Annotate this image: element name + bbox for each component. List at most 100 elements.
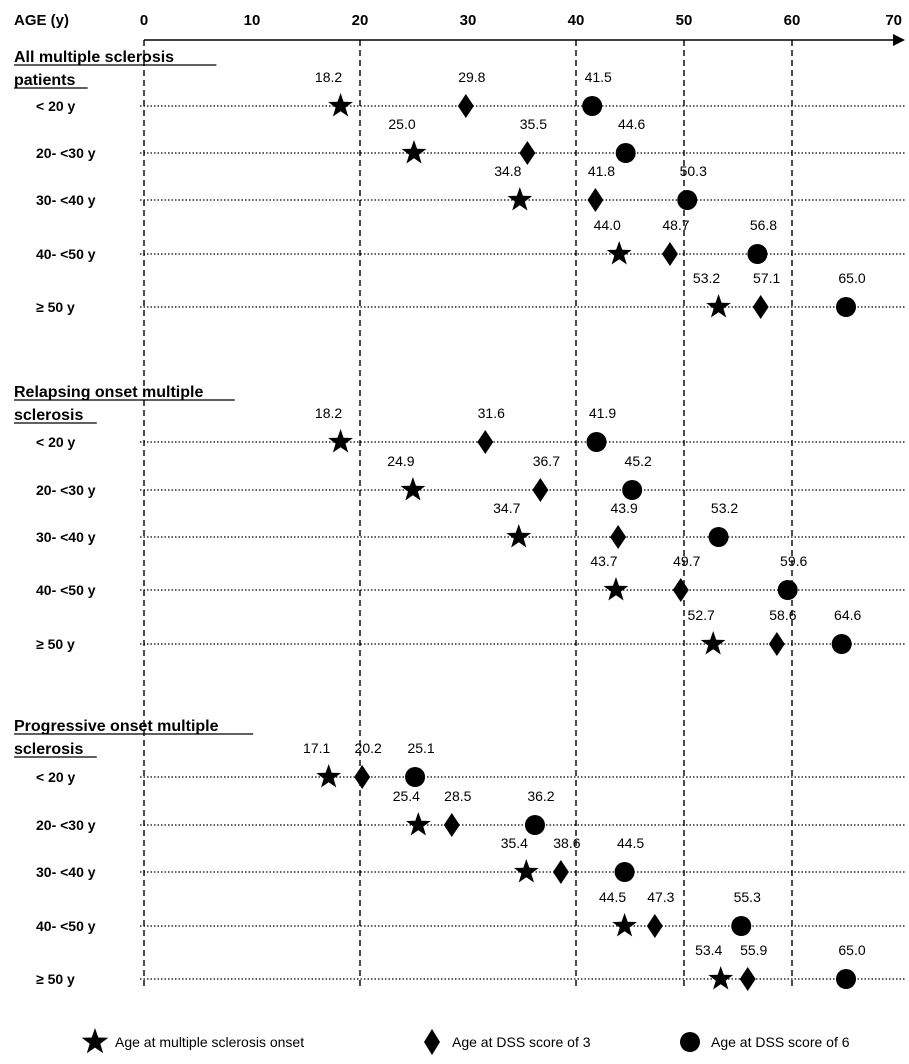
row-label-0-4: ≥ 50 y <box>36 299 75 315</box>
x-tick-label-0: 0 <box>140 12 148 29</box>
marker-star-1-2 <box>506 524 532 548</box>
row-label-2-2: 30- <40 y <box>36 864 96 880</box>
marker-circle-2-0 <box>405 767 426 787</box>
marker-star-2-4 <box>708 966 734 990</box>
marker-star-2-3 <box>612 913 637 937</box>
marker-diamond-1-4 <box>768 632 785 656</box>
data-label-0-0-0: 18.2 <box>315 69 342 85</box>
x-tick-label-60: 60 <box>784 12 801 29</box>
data-label-1-0-1: 31.6 <box>478 405 505 421</box>
data-label-2-3-0: 44.5 <box>599 889 626 905</box>
marker-star-2-0 <box>316 764 341 788</box>
data-label-0-2-0: 34.8 <box>494 163 521 179</box>
marker-diamond-2-0 <box>354 765 371 789</box>
group-title-1-line-1: sclerosis <box>14 407 83 424</box>
group-title-0-line-1: patients <box>14 72 75 89</box>
marker-circle-2-3 <box>731 916 752 936</box>
marker-diamond-0-4 <box>752 295 769 319</box>
row-label-1-2: 30- <40 y <box>36 529 96 545</box>
marker-star-0-1 <box>401 140 427 164</box>
marker-star-1-0 <box>328 429 353 453</box>
data-label-1-1-2: 45.2 <box>625 453 652 469</box>
x-axis-arrow <box>893 34 905 46</box>
data-label-0-3-2: 56.8 <box>750 217 777 233</box>
data-label-2-1-0: 25.4 <box>393 788 420 804</box>
marker-diamond-1-2 <box>610 525 627 549</box>
data-label-0-4-2: 65.0 <box>838 270 865 286</box>
marker-circle-0-1 <box>615 143 636 163</box>
data-label-2-4-0: 53.4 <box>695 942 722 958</box>
marker-circle-1-1 <box>622 480 643 500</box>
data-label-2-1-2: 36.2 <box>527 788 554 804</box>
marker-diamond-1-1 <box>532 478 549 502</box>
group-title-1-line-0: Relapsing onset multiple <box>14 384 203 401</box>
marker-star-0-0 <box>328 93 353 117</box>
data-label-1-0-2: 41.9 <box>589 405 616 421</box>
row-label-1-1: 20- <30 y <box>36 482 96 498</box>
legend-label-2: Age at DSS score of 6 <box>711 1034 850 1050</box>
marker-diamond-1-0 <box>477 430 494 454</box>
marker-star-2-2 <box>514 859 539 883</box>
data-label-0-1-1: 35.5 <box>520 116 547 132</box>
marker-diamond-2-3 <box>646 914 663 938</box>
data-label-2-4-1: 55.9 <box>740 942 767 958</box>
data-label-0-2-2: 50.3 <box>680 163 707 179</box>
data-label-0-1-0: 25.0 <box>388 116 415 132</box>
row-label-0-0: < 20 y <box>36 98 76 114</box>
marker-diamond-0-2 <box>587 188 604 212</box>
legend-marker-circle <box>680 1032 700 1052</box>
data-label-1-3-2: 59.6 <box>780 553 807 569</box>
data-label-2-0-0: 17.1 <box>303 740 330 756</box>
data-label-2-3-1: 47.3 <box>647 889 674 905</box>
data-label-1-4-2: 64.6 <box>834 607 861 623</box>
legend-label-1: Age at DSS score of 3 <box>452 1034 591 1050</box>
marker-diamond-2-2 <box>552 860 569 884</box>
marker-circle-0-4 <box>836 297 856 317</box>
data-label-0-4-1: 57.1 <box>753 270 780 286</box>
marker-diamond-2-1 <box>443 813 460 837</box>
marker-star-1-1 <box>400 477 426 501</box>
data-label-0-1-2: 44.6 <box>618 116 645 132</box>
marker-star-2-1 <box>406 812 431 836</box>
marker-star-1-3 <box>603 577 629 601</box>
marker-circle-1-0 <box>586 432 607 452</box>
row-label-2-1: 20- <30 y <box>36 817 96 833</box>
data-label-2-4-2: 65.0 <box>838 942 865 958</box>
row-label-0-3: 40- <50 y <box>36 246 96 262</box>
data-label-0-0-1: 29.8 <box>458 69 485 85</box>
data-label-1-2-2: 53.2 <box>711 500 738 516</box>
data-label-1-1-0: 24.9 <box>387 453 414 469</box>
data-label-0-0-2: 41.5 <box>585 69 612 85</box>
marker-star-0-4 <box>706 294 731 318</box>
x-tick-label-40: 40 <box>568 12 585 29</box>
legend-marker-diamond <box>424 1029 440 1055</box>
row-label-0-1: 20- <30 y <box>36 145 96 161</box>
x-tick-label-20: 20 <box>352 12 369 29</box>
x-axis-title: AGE (y) <box>14 12 69 29</box>
x-tick-label-30: 30 <box>460 12 477 29</box>
data-label-0-2-1: 41.8 <box>588 163 615 179</box>
x-tick-label-50: 50 <box>676 12 693 29</box>
marker-circle-2-4 <box>836 969 856 989</box>
data-label-2-2-1: 38.6 <box>553 835 580 851</box>
x-tick-label-70: 70 <box>885 12 902 29</box>
row-label-1-3: 40- <50 y <box>36 582 96 598</box>
marker-diamond-0-3 <box>661 242 678 266</box>
marker-diamond-0-1 <box>519 141 536 165</box>
marker-circle-1-4 <box>831 634 852 654</box>
marker-circle-2-1 <box>524 815 545 835</box>
data-label-2-1-1: 28.5 <box>444 788 471 804</box>
group-title-2-line-1: sclerosis <box>14 741 83 758</box>
group-title-2-line-0: Progressive onset multiple <box>14 718 219 735</box>
marker-star-0-3 <box>606 241 632 265</box>
data-label-1-2-0: 34.7 <box>493 500 520 516</box>
data-label-2-3-2: 55.3 <box>734 889 761 905</box>
data-label-1-3-0: 43.7 <box>590 553 617 569</box>
data-label-1-0-0: 18.2 <box>315 405 342 421</box>
marker-star-1-4 <box>700 631 726 655</box>
data-label-2-2-2: 44.5 <box>617 835 644 851</box>
data-label-0-3-0: 44.0 <box>594 217 621 233</box>
x-tick-label-10: 10 <box>244 12 261 29</box>
